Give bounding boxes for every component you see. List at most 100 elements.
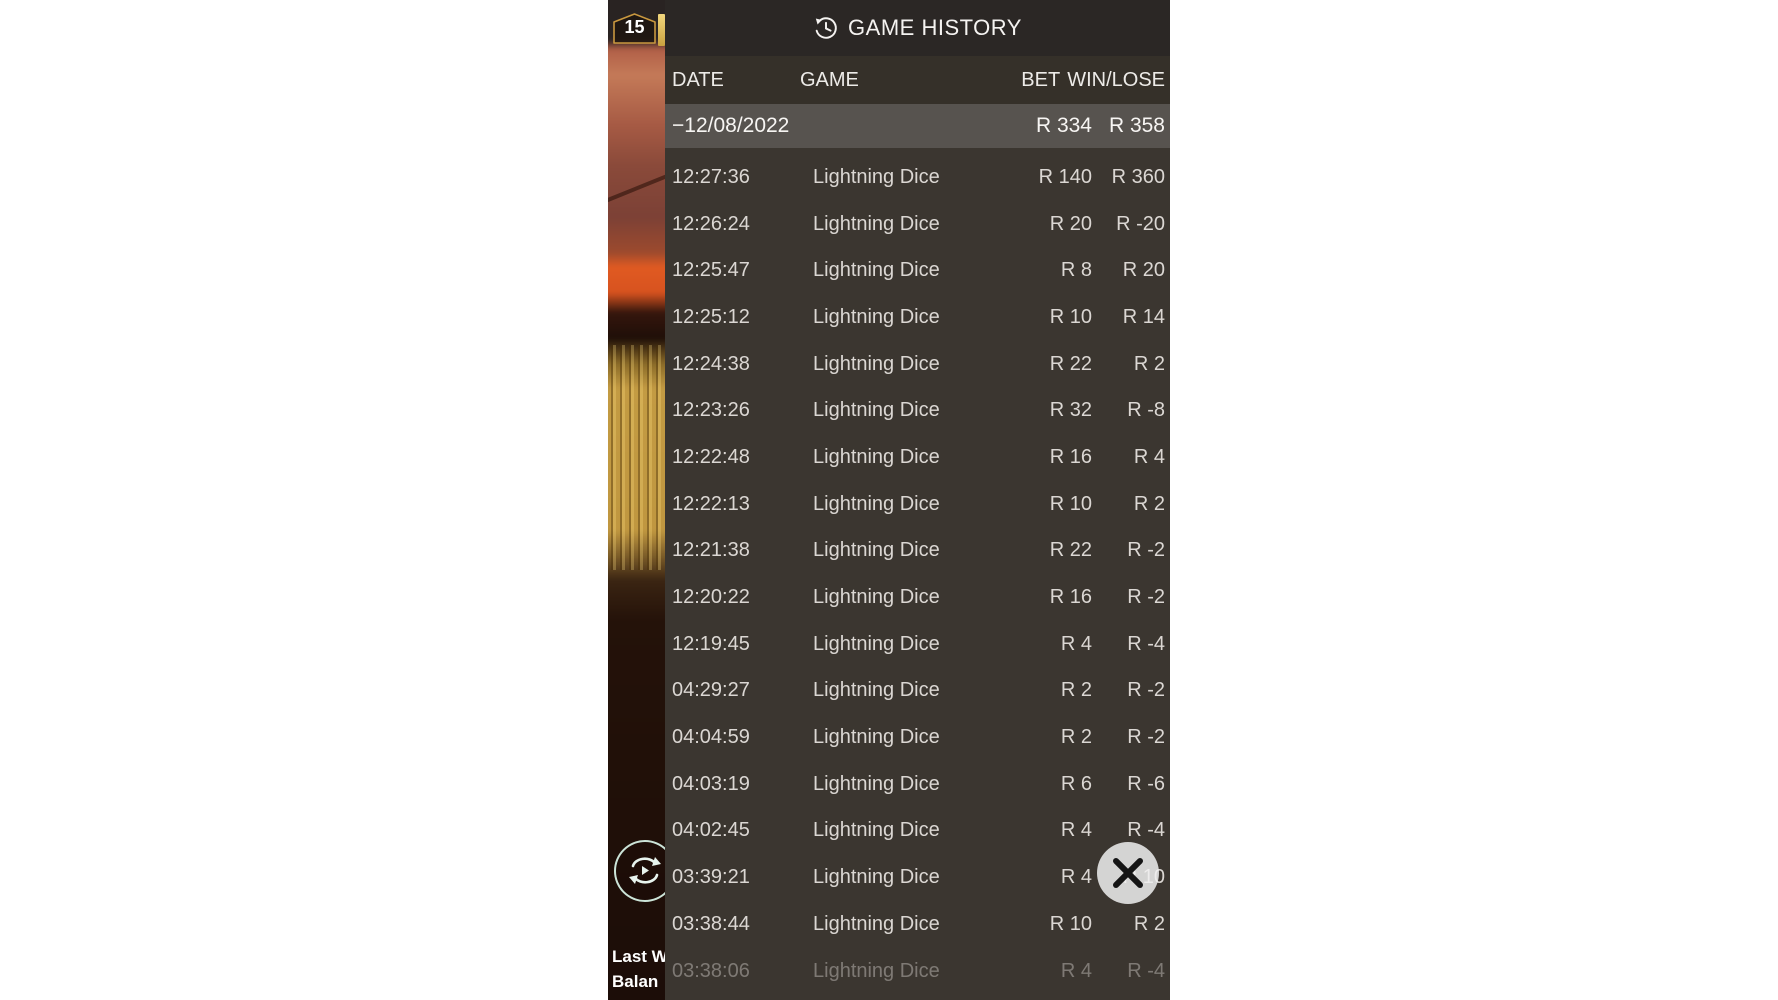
- history-row[interactable]: 12:25:12 Lightning Dice R 10 R 14: [665, 294, 1170, 341]
- row-game: Lightning Dice: [813, 959, 940, 982]
- column-date: DATE: [672, 68, 724, 91]
- page-title: GAME HISTORY: [848, 15, 1022, 40]
- column-game: GAME: [800, 68, 859, 91]
- history-row[interactable]: 12:22:13 Lightning Dice R 10 R 2: [665, 481, 1170, 528]
- summary-date: −12/08/2022: [672, 114, 790, 137]
- row-bet: R 2: [1060, 726, 1092, 749]
- row-time: 12:22:13: [672, 492, 750, 515]
- gold-column-texture: [608, 345, 665, 570]
- row-bet: R 16: [1049, 586, 1092, 609]
- row-winlose: R -4: [1127, 632, 1165, 655]
- row-game: Lightning Dice: [813, 539, 940, 562]
- history-row[interactable]: 04:29:27 Lightning Dice R 2 R -2: [665, 668, 1170, 715]
- row-bet: R 2: [1060, 679, 1092, 702]
- row-bet: R 8: [1060, 259, 1092, 282]
- blurred-game-video: [608, 0, 665, 1000]
- game-history-panel: GAME HISTORY DATE GAME BET WIN/LOSE −12/…: [665, 0, 1170, 1000]
- row-game: Lightning Dice: [813, 352, 940, 375]
- row-time: 03:38:06: [672, 959, 750, 982]
- row-game: Lightning Dice: [813, 259, 940, 282]
- row-time: 12:23:26: [672, 399, 750, 422]
- row-time: 12:20:22: [672, 586, 750, 609]
- round-number-badge: 15: [613, 13, 656, 44]
- row-time: 04:29:27: [672, 679, 750, 702]
- balance-label: Balan: [612, 972, 659, 991]
- row-bet: R 4: [1060, 632, 1092, 655]
- row-game: Lightning Dice: [813, 165, 940, 188]
- row-winlose: R -2: [1127, 679, 1165, 702]
- history-row[interactable]: 04:02:45 Lightning Dice R 4 R -4: [665, 808, 1170, 855]
- session-info-labels: Last W Balan: [612, 944, 668, 994]
- history-row[interactable]: 12:26:24 Lightning Dice R 20 R -20: [665, 201, 1170, 248]
- row-bet: R 16: [1049, 445, 1092, 468]
- history-rows-list[interactable]: 12:27:36 Lightning Dice R 140 R 360 12:2…: [665, 148, 1170, 994]
- row-bet: R 10: [1049, 912, 1092, 935]
- history-row[interactable]: 12:19:45 Lightning Dice R 4 R -4: [665, 621, 1170, 668]
- row-winlose: R 2: [1133, 912, 1165, 935]
- panel-title-bar: GAME HISTORY: [665, 0, 1170, 56]
- row-game: Lightning Dice: [813, 305, 940, 328]
- row-time: 04:02:45: [672, 819, 750, 842]
- row-bet: R 4: [1060, 959, 1092, 982]
- history-row[interactable]: 04:04:59 Lightning Dice R 2 R -2: [665, 714, 1170, 761]
- summary-bet-total: R 334: [1035, 114, 1092, 137]
- row-winlose: R -2: [1127, 586, 1165, 609]
- row-time: 12:19:45: [672, 632, 750, 655]
- history-row[interactable]: 12:24:38 Lightning Dice R 22 R 2: [665, 341, 1170, 388]
- row-game: Lightning Dice: [813, 632, 940, 655]
- row-time: 03:38:44: [672, 912, 750, 935]
- history-clock-icon: [815, 17, 837, 39]
- row-bet: R 6: [1060, 772, 1092, 795]
- row-winlose: R -8: [1127, 399, 1165, 422]
- history-row[interactable]: 03:38:06 Lightning Dice R 4 R -4: [665, 948, 1170, 995]
- row-winlose: R 2: [1133, 352, 1165, 375]
- row-winlose: R 2: [1133, 492, 1165, 515]
- shield-badge-icon: [613, 13, 656, 44]
- row-game: Lightning Dice: [813, 445, 940, 468]
- round-number: 15: [624, 17, 645, 37]
- row-winlose: R -6: [1127, 772, 1165, 795]
- close-button[interactable]: [1097, 842, 1159, 904]
- history-row[interactable]: 12:25:47 Lightning Dice R 8 R 20: [665, 247, 1170, 294]
- history-row[interactable]: 03:38:44 Lightning Dice R 10 R 2: [665, 901, 1170, 948]
- gold-marker-edge: [658, 14, 665, 46]
- history-row[interactable]: 12:23:26 Lightning Dice R 32 R -8: [665, 387, 1170, 434]
- row-bet: R 22: [1049, 539, 1092, 562]
- row-game: Lightning Dice: [813, 726, 940, 749]
- row-winlose: R 14: [1122, 305, 1165, 328]
- replay-loop-icon: [629, 857, 661, 884]
- history-row[interactable]: 03:39:21 Lightning Dice R 4 R 10: [665, 854, 1170, 901]
- row-time: 04:04:59: [672, 726, 750, 749]
- row-winlose: R -4: [1127, 819, 1165, 842]
- background-video-strip: [608, 0, 665, 1000]
- history-row[interactable]: 12:27:36 Lightning Dice R 140 R 360: [665, 154, 1170, 201]
- row-bet: R 32: [1049, 399, 1092, 422]
- column-winlose: WIN/LOSE: [1067, 68, 1165, 91]
- summary-winlose-total: R 358: [1108, 114, 1165, 137]
- daily-summary-row[interactable]: −12/08/2022 R 334 R 358: [665, 104, 1170, 148]
- row-bet: R 10: [1049, 305, 1092, 328]
- row-game: Lightning Dice: [813, 819, 940, 842]
- history-row[interactable]: 12:20:22 Lightning Dice R 16 R -2: [665, 574, 1170, 621]
- close-x-icon: [1113, 858, 1143, 888]
- history-row[interactable]: 04:03:19 Lightning Dice R 6 R -6: [665, 761, 1170, 808]
- row-game: Lightning Dice: [813, 586, 940, 609]
- row-time: 12:24:38: [672, 352, 750, 375]
- history-row[interactable]: 12:21:38 Lightning Dice R 22 R -2: [665, 528, 1170, 575]
- row-game: Lightning Dice: [813, 212, 940, 235]
- column-bet: BET: [1021, 68, 1061, 91]
- row-time: 12:26:24: [672, 212, 750, 235]
- row-game: Lightning Dice: [813, 679, 940, 702]
- history-row[interactable]: 12:22:48 Lightning Dice R 16 R 4: [665, 434, 1170, 481]
- row-game: Lightning Dice: [813, 772, 940, 795]
- row-winlose: R 20: [1122, 259, 1165, 282]
- row-time: 12:21:38: [672, 539, 750, 562]
- row-game: Lightning Dice: [813, 492, 940, 515]
- row-bet: R 4: [1060, 866, 1092, 889]
- row-bet: R 20: [1049, 212, 1092, 235]
- row-winlose: R -2: [1127, 539, 1165, 562]
- last-win-label: Last W: [612, 947, 668, 966]
- row-bet: R 22: [1049, 352, 1092, 375]
- row-time: 12:27:36: [672, 165, 750, 188]
- row-game: Lightning Dice: [813, 912, 940, 935]
